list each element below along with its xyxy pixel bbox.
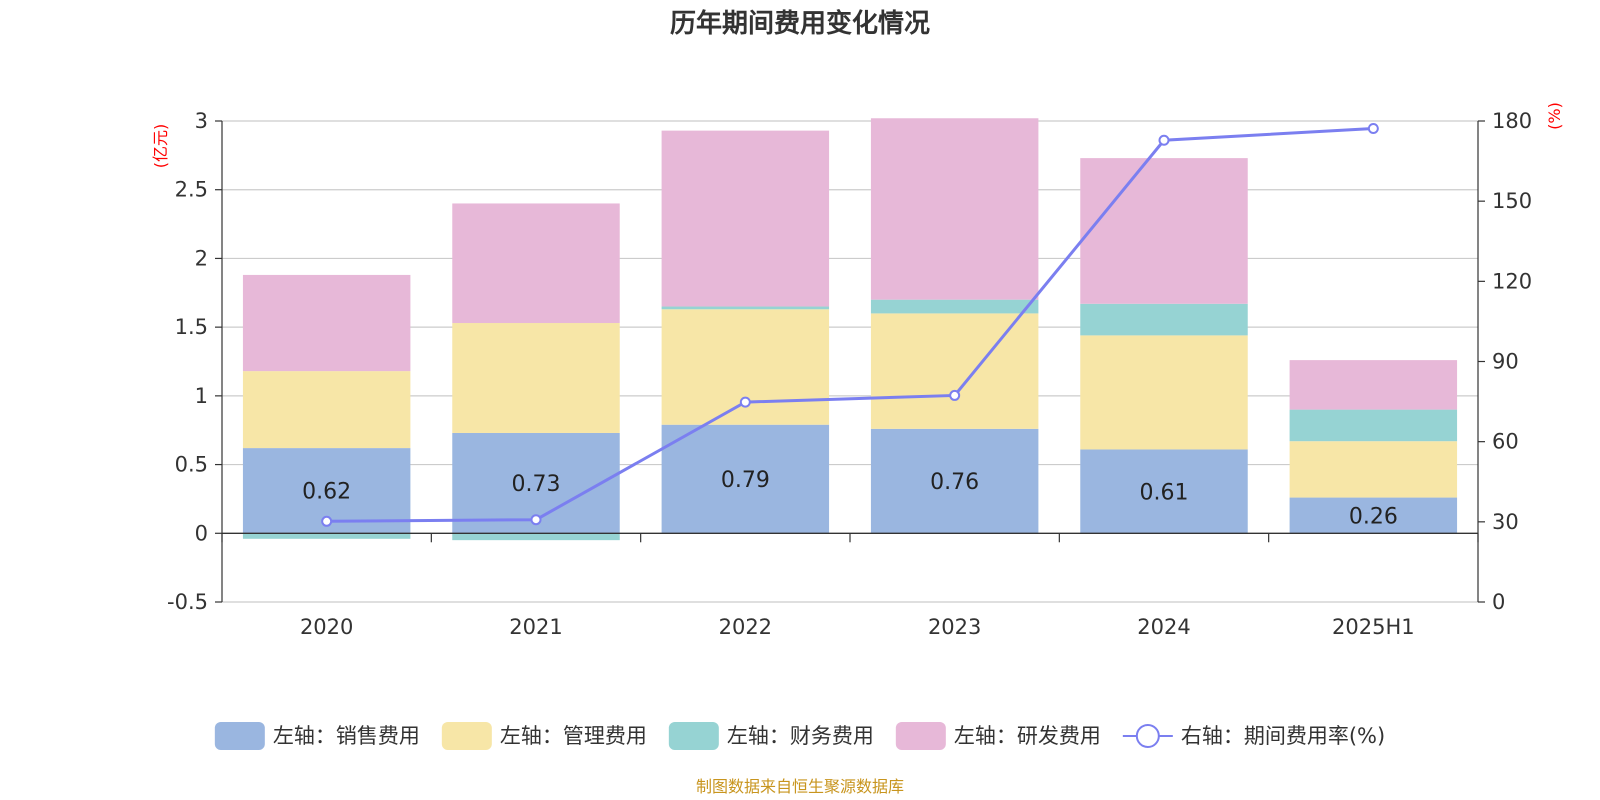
legend-label: 左轴：财务费用: [727, 724, 874, 748]
data-label: 0.73: [512, 472, 561, 497]
bar-segment-s3: [1080, 158, 1248, 304]
bar-series: [242, 118, 1458, 541]
bar-segment-s0: [870, 428, 1039, 534]
bar-segment-s1: [870, 313, 1039, 429]
bar-segment-s2: [452, 533, 620, 541]
data-label: 0.62: [302, 480, 351, 505]
x-axis-label: 2025H1: [1332, 615, 1415, 639]
data-label: 0.26: [1349, 504, 1398, 529]
left-axis-tick-label: -0.5: [167, 590, 208, 614]
line-point: [949, 389, 961, 401]
x-axis-label: 2020: [300, 615, 353, 639]
line-point: [1158, 134, 1170, 146]
legend-label: 左轴：研发费用: [954, 724, 1101, 748]
legend: 左轴：销售费用 左轴：管理费用 左轴：财务费用 左轴：研发费用 右轴：期间费用率(%): [214, 722, 1385, 750]
bar-segment-s2: [1289, 409, 1458, 442]
right-axis-tick-label: 60: [1492, 430, 1519, 454]
right-axis-tick-label: 120: [1492, 269, 1532, 293]
legend-swatch: [668, 722, 719, 750]
legend-swatch: [214, 722, 265, 750]
line-rate: [326, 126, 1374, 523]
bar-segment-s2: [1080, 303, 1248, 336]
line-point: [739, 396, 751, 408]
line-point: [1367, 122, 1379, 134]
bar-segment-s3: [1289, 360, 1458, 410]
right-axis-tick-label: 0: [1492, 590, 1505, 614]
right-axis-tick-label: 30: [1492, 510, 1519, 534]
left-axis-tick-label: 0.5: [175, 453, 208, 477]
bar-segment-s0: [1080, 449, 1248, 534]
legend-label: 左轴：管理费用: [500, 724, 647, 748]
data-label: 0.79: [721, 468, 770, 493]
legend-swatch: [441, 722, 492, 750]
bar-segment-s3: [242, 274, 411, 372]
left-axis-tick-label: 0: [195, 521, 208, 545]
line-point: [530, 514, 542, 526]
grid-lines: [222, 120, 1478, 603]
bar-segment-s3: [661, 130, 830, 307]
bar-segment-s2: [242, 533, 411, 539]
x-axis-label: 2024: [1137, 615, 1190, 639]
legend-label: 左轴：销售费用: [273, 724, 420, 748]
bar-segment-s1: [242, 371, 411, 449]
left-axis-tick-label: 2.5: [175, 178, 208, 202]
bar-segment-s3: [452, 203, 620, 324]
line-series: [321, 122, 1379, 527]
left-axis-tick-label: 1.5: [175, 315, 208, 339]
left-axis-tick-label: 3: [195, 109, 208, 133]
right-axis-tick-label: 180: [1492, 109, 1532, 133]
source-note: 制图数据来自恒生聚源数据库: [696, 777, 904, 796]
data-labels: 0.62 0.73 0.79 0.76 0.61 0.26: [302, 468, 1398, 529]
x-axis-label: 2022: [719, 615, 772, 639]
chart-title: 历年期间费用变化情况: [670, 8, 930, 39]
x-axis-label: 2021: [509, 615, 562, 639]
bar-segment-s0: [661, 424, 830, 534]
left-axis-unit: (亿元): [151, 124, 170, 169]
bar-segment-s2: [870, 299, 1039, 314]
legend-label: 右轴：期间费用率(%): [1181, 724, 1385, 748]
legend-circle-swatch: [1135, 724, 1160, 748]
right-axis-unit: (%): [1545, 102, 1564, 130]
data-label: 0.76: [930, 470, 979, 495]
legend-swatch: [895, 722, 946, 750]
bar-segment-s2: [661, 306, 830, 310]
right-axis-tick-label: 150: [1492, 189, 1532, 213]
bar-segment-s3: [870, 118, 1039, 300]
x-axis-label: 2023: [928, 615, 981, 639]
bar-segment-s1: [1289, 441, 1458, 498]
right-axis-tick-label: 90: [1492, 350, 1519, 374]
left-axis-tick-label: 1: [195, 384, 208, 408]
bar-segment-s1: [452, 323, 620, 433]
data-label: 0.61: [1140, 480, 1189, 505]
bar-segment-s0: [1289, 497, 1458, 534]
line-point: [321, 515, 333, 527]
bar-segment-s1: [1080, 335, 1248, 450]
left-axis-tick-label: 2: [195, 246, 208, 270]
